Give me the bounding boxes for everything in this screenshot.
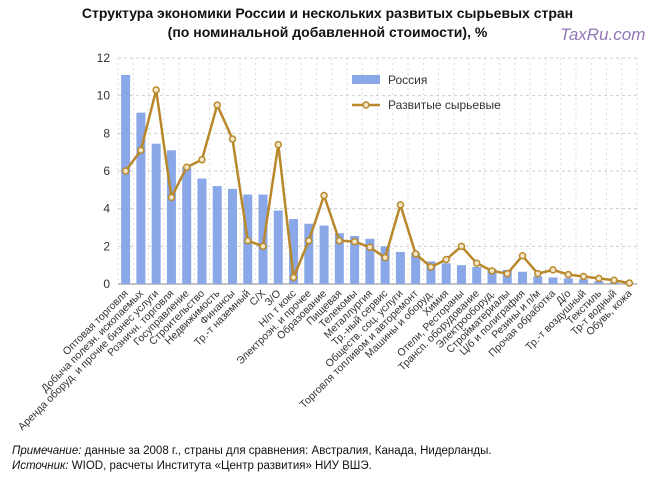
point-developed [595,274,603,283]
bar-russia [548,277,558,284]
bar-russia [166,150,176,284]
bar-russia [273,210,283,284]
y-tick-label: 4 [103,202,110,216]
point-developed [244,236,252,245]
bar-russia [334,233,344,284]
point-developed [564,270,573,279]
chart-title-line2: (по номинальной добавленной стоимости), … [167,24,488,40]
point-developed [152,86,160,94]
bar-russia [563,278,573,284]
bar-russia [136,112,146,284]
bar-russia [212,186,222,284]
source-text: WIOD, расчеты Института «Центр развития»… [68,460,372,472]
point-developed [518,252,527,260]
point-developed [289,273,298,282]
point-developed [625,279,634,287]
point-developed [137,146,145,155]
bar-russia [426,261,436,284]
point-developed [366,243,374,252]
point-developed [396,201,405,209]
bar-russia [227,188,237,284]
point-developed [427,263,435,271]
chart-title-line1: Структура экономики России и нескольких … [81,5,574,21]
point-developed [213,101,221,109]
point-developed [167,193,176,202]
y-tick-label: 12 [97,51,111,65]
legend-label-russia: Россия [388,73,427,87]
point-developed [411,250,420,258]
point-developed [610,276,618,284]
bar-russia [380,246,390,284]
point-developed [182,163,191,171]
point-developed [549,266,557,274]
legend-marker-developed [362,101,370,109]
bar-russia [182,167,192,284]
bar-russia [121,74,131,284]
note-text: данные за 2008 г., страны для сравнения:… [81,445,492,457]
bar-russia [151,143,161,284]
bar-russia [319,225,329,284]
y-tick-label: 2 [103,239,110,253]
point-developed [121,167,130,175]
point-developed [305,236,313,245]
bar-russia [487,268,497,284]
point-developed [534,269,542,278]
point-developed [503,269,511,278]
y-tick-label: 0 [103,277,110,291]
point-developed [442,255,450,264]
source: Источник: WIOD, расчеты Института «Центр… [12,460,372,472]
bar-russia [456,265,466,284]
y-tick-label: 8 [103,126,110,140]
bar-russia [594,281,604,284]
bar-russia [395,251,405,284]
bar-russia [289,219,299,284]
bar-russia [411,252,421,284]
point-developed [472,259,481,268]
source-label: Источник: [12,460,69,472]
bar-russia [472,267,482,284]
point-developed [259,242,267,251]
point-developed [579,272,588,281]
bar-russia [533,276,543,284]
bar-russia [304,223,314,284]
watermark: TaxRu.com [560,25,646,44]
bar-russia [197,178,207,284]
legend-swatch-russia [352,75,380,84]
note: Примечание: данные за 2008 г., страны дл… [12,445,492,457]
bar-russia [518,271,528,284]
bar-russia [365,238,375,284]
bar-russia [441,263,451,284]
x-tick-label: Аренда оборуд. и прочие бизнес услуги [16,288,161,433]
point-developed [488,267,496,275]
point-developed [457,242,466,251]
line-developed [124,89,630,285]
bar-russia [350,235,360,284]
point-developed [198,155,206,164]
point-developed [381,253,389,262]
note-label: Примечание: [12,445,82,457]
point-developed [350,237,359,246]
y-tick-label: 10 [97,89,111,103]
point-developed [335,236,344,245]
point-developed [320,191,328,200]
legend-label-developed: Развитые сырьевые [388,98,501,112]
point-developed [274,140,283,149]
point-developed [228,135,237,143]
bar-russia [579,279,589,284]
y-tick-label: 6 [103,164,110,178]
